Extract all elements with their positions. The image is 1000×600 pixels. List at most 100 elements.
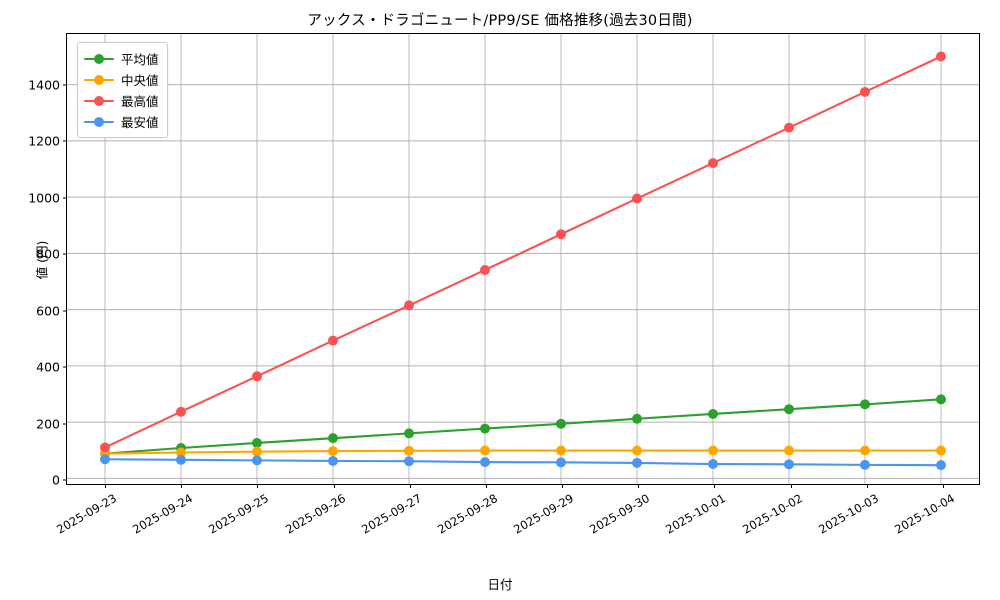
data-point — [936, 51, 946, 62]
data-point — [632, 457, 642, 468]
x-tick-mark — [866, 484, 868, 488]
y-tick-label: 800 — [36, 246, 60, 262]
x-tick-label: 2025-09-24 — [130, 491, 196, 537]
x-tick-mark — [333, 484, 335, 488]
data-point — [708, 445, 718, 456]
x-tick-label: 2025-09-28 — [435, 491, 500, 537]
x-tick-mark — [638, 484, 640, 488]
y-tick-label: 1000 — [28, 190, 60, 206]
data-point — [328, 335, 338, 346]
legend-item-label: 最安値 — [121, 115, 159, 130]
data-point — [556, 418, 566, 429]
data-point — [860, 459, 870, 470]
data-point — [936, 460, 946, 471]
chart-series-layer — [100, 51, 946, 471]
y-tick-mark — [63, 197, 67, 199]
data-point — [176, 447, 186, 458]
x-tick-mark — [714, 484, 716, 488]
data-point — [556, 445, 566, 456]
x-tick-label: 2025-09-26 — [282, 491, 348, 537]
legend-marker-icon — [84, 74, 114, 86]
x-tick-mark — [485, 484, 487, 488]
data-point — [328, 433, 338, 444]
y-tick-label: 400 — [36, 359, 60, 375]
data-point — [176, 454, 186, 465]
legend-item[interactable]: 最高値 — [84, 90, 159, 111]
data-point — [404, 428, 414, 439]
data-point — [252, 371, 262, 382]
data-point — [252, 446, 262, 457]
x-tick-mark — [181, 484, 183, 488]
data-point — [936, 445, 946, 456]
data-point — [632, 193, 642, 204]
x-tick-mark — [942, 484, 944, 488]
legend-item-label: 中央値 — [121, 73, 159, 88]
data-point — [556, 229, 566, 240]
y-tick-label: 200 — [36, 416, 60, 432]
data-point — [708, 459, 718, 470]
x-tick-label: 2025-10-01 — [663, 491, 729, 537]
legend-item[interactable]: 平均値 — [84, 48, 159, 69]
y-tick-mark — [63, 84, 67, 86]
data-point — [404, 445, 414, 456]
series-line — [103, 55, 943, 449]
y-tick-mark — [63, 253, 67, 255]
legend-item[interactable]: 中央値 — [84, 69, 159, 90]
x-tick-label: 2025-09-30 — [587, 491, 653, 537]
data-point — [860, 445, 870, 456]
data-point — [404, 456, 414, 467]
x-tick-mark — [105, 484, 107, 488]
data-point — [480, 445, 490, 456]
legend-marker-icon — [84, 116, 114, 128]
data-point — [252, 437, 262, 448]
x-tick-mark — [257, 484, 259, 488]
x-tick-mark — [409, 484, 411, 488]
data-point — [784, 445, 794, 456]
x-tick-mark — [562, 484, 564, 488]
data-point — [328, 446, 338, 457]
y-tick-label: 0 — [52, 472, 60, 488]
chart-legend: 平均値中央値最高値最安値 — [77, 42, 168, 138]
y-tick-mark — [63, 140, 67, 142]
data-point — [784, 122, 794, 133]
series-line — [103, 398, 943, 455]
data-point — [632, 445, 642, 456]
y-tick-mark — [63, 366, 67, 368]
x-tick-label: 2025-09-29 — [511, 491, 577, 537]
data-point — [708, 408, 718, 419]
series-line — [103, 449, 943, 455]
x-tick-label: 2025-10-04 — [892, 491, 957, 537]
data-point — [936, 394, 946, 405]
plot-area: 値 (円) 0 200 400 600 800 1000 1200 1400 2025-09-… — [28, 33, 980, 537]
data-point — [252, 455, 262, 466]
y-tick-label: 600 — [36, 303, 60, 319]
data-point — [480, 264, 490, 275]
y-tick-mark — [63, 479, 67, 481]
x-tick-mark — [790, 484, 792, 488]
data-point — [708, 158, 718, 169]
y-tick-mark — [63, 423, 67, 425]
data-point — [480, 423, 490, 434]
x-tick-label: 2025-10-03 — [815, 491, 881, 537]
data-point — [100, 454, 110, 465]
data-point — [784, 404, 794, 415]
x-tick-label: 2025-09-25 — [206, 491, 272, 537]
data-point — [860, 399, 870, 410]
data-point — [556, 457, 566, 468]
y-tick-label: 1400 — [28, 77, 60, 93]
legend-marker-icon — [84, 95, 114, 107]
data-point — [404, 300, 414, 311]
x-tick-label: 2025-09-27 — [358, 491, 424, 537]
legend-item[interactable]: 最安値 — [84, 111, 159, 132]
data-point — [784, 459, 794, 470]
data-point — [100, 442, 110, 453]
data-point — [328, 455, 338, 466]
x-tick-label: 2025-09-23 — [54, 491, 120, 537]
chart-title: アックス・ドラゴニュート/PP9/SE 価格推移(過去30日間) — [307, 13, 693, 29]
data-point — [176, 406, 186, 417]
series-line — [103, 458, 943, 467]
data-point — [860, 86, 870, 97]
data-point — [480, 457, 490, 468]
legend-item-label: 最高値 — [121, 94, 159, 109]
